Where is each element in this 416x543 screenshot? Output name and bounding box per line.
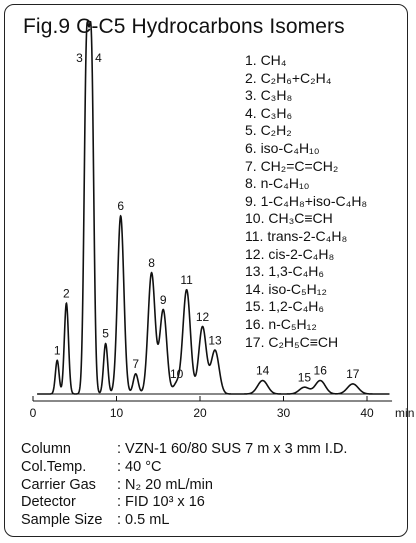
condition-value: : 40 °C [117,458,162,475]
condition-row: Carrier Gas : N₂ 20 mL/min [21,477,347,495]
peak-label: 13 [208,333,222,347]
peak-label: 7 [132,357,139,371]
peak-label: 6 [117,199,124,213]
x-tick-label: 10 [110,406,124,420]
x-tick-label: 40 [360,406,374,420]
condition-row: Sample Size : 0.5 mL [21,512,347,530]
legend-item: 12. cis-2-C₄H₈ [245,245,335,262]
legend-item: 15. 1,2-C₄H₆ [245,298,325,315]
peak-label: 11 [180,273,193,287]
condition-row: Col.Temp. : 40 °C [21,459,347,477]
legend-item: 10. CH₃C≡CH [245,210,333,227]
condition-value: : VZN-1 60/80 SUS 7 m x 3 mm I.D. [117,441,348,457]
x-tick-label: 30 [277,406,291,420]
condition-row: Detector : FID 10³ x 16 [21,494,347,512]
peak-label: 15 [298,370,312,384]
legend-item: 2. C₂H₆+C₂H₄ [245,69,332,86]
legend-item: 6. iso-C₄H₁₀ [245,139,320,156]
peak-label: 8 [148,256,155,270]
legend-item: 16. n-C₅H₁₂ [245,315,317,332]
peak-label: 3 [76,51,83,65]
peak-label: 14 [256,364,270,378]
peak-label: 16 [314,364,328,378]
legend-item: 13. 1,3-C₄H₆ [245,263,325,280]
peak-label: 10 [170,367,184,381]
legend-item: 7. CH₂=C=CH₂ [245,157,339,174]
x-tick-label: 0 [30,406,37,420]
x-axis-ticks: 0 10 20 30 40 [30,396,374,420]
condition-value: : N₂ 20 mL/min [117,476,213,493]
peak-label: 17 [346,367,360,381]
peak-label: 2 [63,286,70,300]
peak-label: 12 [196,310,210,324]
peak-label: 9 [160,293,167,307]
peak-legend: 1. CH₄ 2. C₂H₆+C₂H₄ 3. C₃H₈ 4. C₃H₆ 5. C₂H₂ 6… [245,52,367,351]
legend-item: 4. C₃H₆ [245,104,293,121]
legend-item: 17. C₂H₅C≡CH [245,333,339,350]
legend-item: 1. CH₄ [245,52,287,68]
analysis-conditions: Column: VZN-1 60/80 SUS 7 m x 3 mm I.D. C… [21,441,347,530]
figure-card: Fig.9 C-C5 Hydrocarbons Isomers 1. CH₄ 2.… [4,4,408,537]
condition-key: Detector [21,494,76,511]
peak-label: 4 [95,51,102,65]
condition-value: : FID 10³ x 16 [117,494,205,511]
legend-item: 9. 1-C₄H₈+iso-C₄H₈ [245,192,368,209]
legend-item: 8. n-C₄H₁₀ [245,175,310,192]
peak-label: 1 [54,343,61,357]
condition-key: Carrier Gas [21,476,96,493]
condition-value: : 0.5 mL [117,512,170,529]
legend-item: 11. trans-2-C₄H₈ [245,227,348,244]
x-axis-unit-label: min [395,406,414,420]
chromatogram-trace [37,20,390,395]
legend-item: 5. C₂H₂ [245,122,292,139]
condition-key: Sample Size [21,512,103,529]
condition-key: Column [21,441,71,457]
condition-key: Col.Temp. [21,458,87,475]
condition-row: Column : VZN-1 60/80 SUS 7 m x 3 mm I.D. [21,441,347,459]
legend-item: 3. C₃H₈ [245,87,293,104]
figure-title: Fig.9 C-C5 Hydrocarbons Isomers [23,15,345,38]
x-tick-label: 20 [193,406,207,420]
legend-item: 14. iso-C₅H₁₂ [245,280,327,297]
peak-label: 5 [102,327,109,341]
